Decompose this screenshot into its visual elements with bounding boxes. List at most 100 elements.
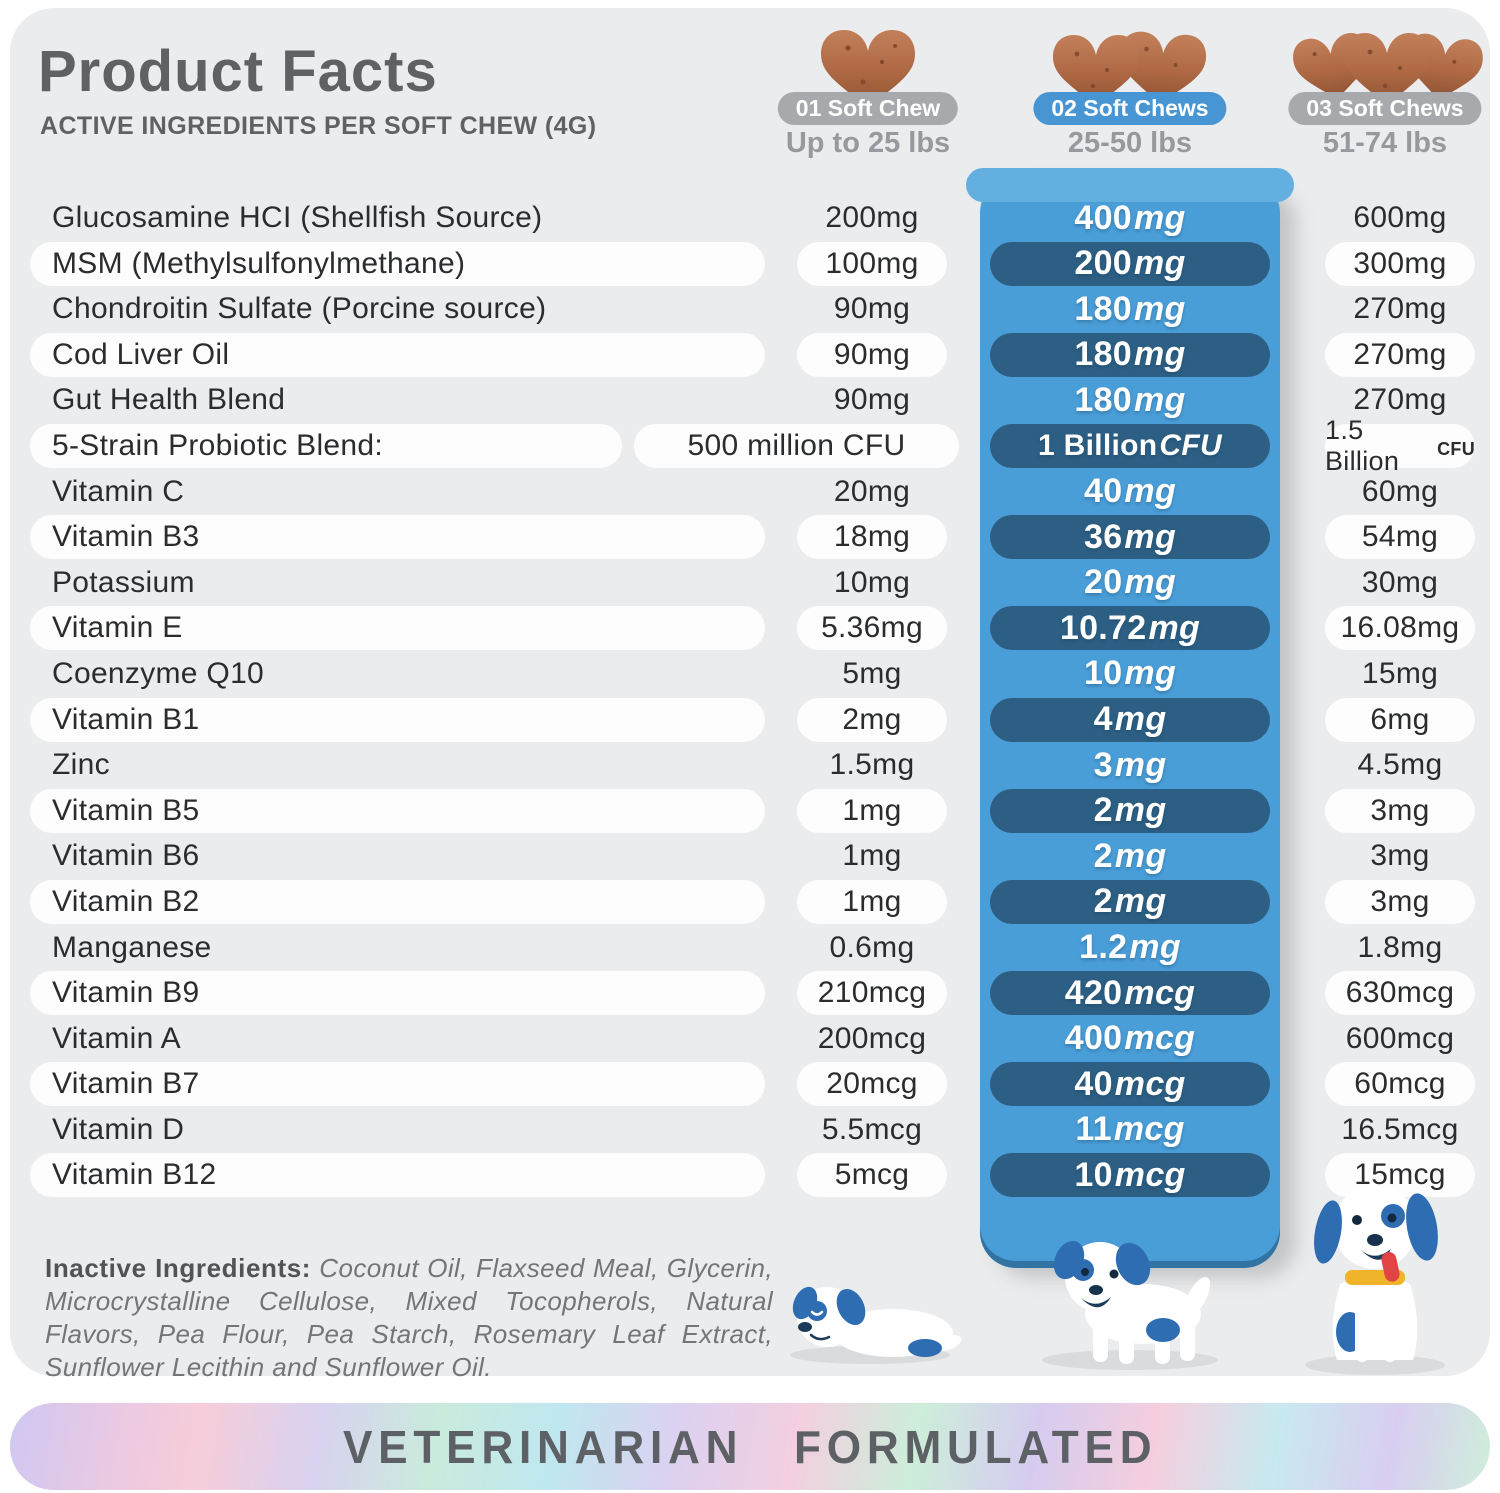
dose-unit: mg	[1134, 244, 1186, 283]
ingredient-name: Coenzyme Q10	[52, 656, 265, 690]
dose-medium-dog: 10 mcg	[990, 1153, 1270, 1198]
dose-large-dog: 15mg	[1325, 652, 1475, 696]
dose-medium-dog: 2 mg	[990, 788, 1270, 833]
ingredient-name: Zinc	[52, 748, 110, 782]
dose-value: 3mg	[1370, 839, 1430, 873]
dose-small-dog: 10mg	[833, 565, 911, 599]
dose-small-dog: 210mcg	[797, 971, 947, 1016]
dose-value: 60mcg	[1354, 1067, 1446, 1101]
page-subtitle: ACTIVE INGREDIENTS PER SOFT CHEW (4G)	[40, 112, 597, 140]
inactive-ingredients-label: Inactive Ingredients:	[45, 1253, 312, 1283]
dose-medium-dog: 2 mg	[980, 834, 1280, 878]
dose-large-dog: 270mg	[1325, 287, 1475, 331]
dose-large-dog: 270mg	[1325, 378, 1475, 422]
dose-value: 630mcg	[1345, 976, 1455, 1010]
ingredient-row: Zinc 1.5mg 3 mg 4.5mg	[30, 742, 1475, 788]
dose-value: 1.5 Billion	[1325, 414, 1400, 476]
small-dog-illustration	[790, 1286, 962, 1364]
ingredient-name: Chondroitin Sulfate (Porcine source)	[52, 292, 547, 326]
dose-value: 16.5mcg	[1341, 1112, 1459, 1146]
dose-unit: mg	[1124, 654, 1177, 693]
dose-large-dog: 54mg	[1325, 515, 1475, 560]
ingredient-row: Chondroitin Sulfate (Porcine source) 90m…	[30, 286, 1475, 332]
dose-unit: mg	[1148, 608, 1201, 647]
dose-value: 15mg	[1361, 656, 1439, 690]
dose-value: 1.8mg	[1357, 930, 1443, 964]
serving-badge-1: 01 Soft Chew	[777, 92, 959, 125]
dose-unit: mg	[1114, 700, 1167, 739]
dose-unit: mg	[1124, 517, 1177, 556]
dose-small-dog: 200mg	[825, 201, 919, 234]
dose-value: 600mg	[1353, 201, 1447, 234]
dose-value: 2	[1093, 882, 1113, 921]
ingredient-row: MSM (Methylsulfonylmethane) 100mg 200 mg …	[30, 241, 1475, 287]
dose-unit: mg	[1129, 928, 1181, 966]
dose-small-dog: 5.36mg	[797, 606, 947, 651]
dose-small-dog: 1mg	[842, 839, 902, 873]
ingredient-name: Vitamin D	[52, 1112, 185, 1146]
dose-medium-dog: 10.72 mg	[990, 606, 1270, 651]
dose-unit: mcg	[1113, 1110, 1185, 1149]
dose-large-dog: 60mcg	[1325, 1062, 1475, 1107]
dose-value: 6mg	[1370, 702, 1430, 736]
ingredient-name: 5-Strain Probiotic Blend:	[30, 423, 622, 468]
dose-value: 180	[1074, 289, 1133, 328]
inactive-ingredients: Inactive Ingredients: Coconut Oil, Flaxs…	[45, 1252, 773, 1384]
dose-large-dog: 3mg	[1325, 834, 1475, 878]
dose-small-dog: 5mcg	[797, 1153, 947, 1198]
dose-unit-small: CFU	[1437, 438, 1475, 459]
dose-small-dog: 500 million CFU	[634, 423, 959, 468]
dose-medium-dog: 180 mg	[980, 378, 1280, 422]
dose-value: 200	[1074, 244, 1133, 283]
ingredient-row: Coenzyme Q10 5mg 10 mg 15mg	[30, 651, 1475, 697]
dose-small-dog: 90mg	[833, 383, 911, 417]
dose-unit: mg	[1134, 289, 1186, 328]
dose-value: 2	[1093, 791, 1113, 830]
dose-value: 2	[1093, 836, 1113, 875]
ingredient-name: MSM (Methylsulfonylmethane)	[30, 241, 765, 286]
dose-medium-dog: 4 mg	[990, 697, 1270, 742]
ingredient-name: Glucosamine HCI (Shellfish Source)	[52, 201, 543, 234]
dose-value: 3mg	[1370, 793, 1430, 827]
ingredient-row: Potassium 10mg 20 mg 30mg	[30, 560, 1475, 606]
dose-value: 54mg	[1361, 520, 1439, 554]
dose-unit: mcg	[1124, 973, 1196, 1012]
ingredient-name: Potassium	[52, 565, 195, 599]
dose-medium-dog: 1 Billion CFU	[990, 423, 1270, 468]
dose-value: 30mg	[1361, 565, 1439, 599]
dose-small-dog: 20mg	[833, 474, 911, 508]
ingredient-row: 5-Strain Probiotic Blend: 500 million CF…	[30, 415, 1475, 476]
dose-value: 3	[1093, 745, 1113, 784]
dose-medium-dog: 11 mcg	[980, 1108, 1280, 1152]
dose-value: 11	[1075, 1110, 1112, 1149]
ingredient-row: Vitamin C 20mg 40 mg 60mg	[30, 469, 1475, 515]
dose-medium-dog: 420 mcg	[990, 971, 1270, 1016]
dose-large-dog: 16.08mg	[1325, 606, 1475, 651]
dose-value: 300mg	[1353, 246, 1447, 280]
dose-large-dog: 1.5 Billion CFU	[1325, 415, 1475, 476]
dose-large-dog: 630mcg	[1325, 971, 1475, 1016]
ingredient-row: Vitamin B2 1mg 2 mg 3mg	[30, 879, 1475, 925]
dose-unit: mg	[1134, 198, 1186, 237]
dose-value: 270mg	[1353, 383, 1447, 417]
serving-badge-3: 03 Soft Chews	[1288, 92, 1482, 125]
dose-medium-dog: 20 mg	[980, 561, 1280, 605]
dose-small-dog: 1mg	[797, 879, 947, 924]
dose-value: 180	[1074, 380, 1133, 419]
ingredient-name: Vitamin C	[52, 474, 185, 508]
ingredient-name: Vitamin B6	[52, 839, 200, 873]
ingredient-row: Vitamin B1 2mg 4 mg 6mg	[30, 697, 1475, 743]
ingredient-row: Vitamin B9 210mcg 420 mcg 630mcg	[30, 970, 1475, 1016]
ingredient-row: Vitamin B12 5mcg 10 mcg 15mcg	[30, 1152, 1475, 1198]
dose-medium-dog: 40 mcg	[990, 1062, 1270, 1107]
ingredient-row: Vitamin B6 1mg 2 mg 3mg	[30, 833, 1475, 879]
ingredient-row: Gut Health Blend 90mg 180 mg 270mg	[30, 377, 1475, 423]
dose-small-dog: 1.5mg	[829, 748, 915, 782]
dose-small-dog: 2mg	[797, 697, 947, 742]
large-dog-illustration	[1305, 1185, 1445, 1375]
dose-value: 40	[1083, 472, 1123, 511]
ingredients-table: Glucosamine HCI (Shellfish Source) 200mg…	[30, 195, 1475, 1198]
dose-unit: mg	[1114, 791, 1167, 830]
dose-small-dog: 5.5mcg	[821, 1112, 923, 1146]
